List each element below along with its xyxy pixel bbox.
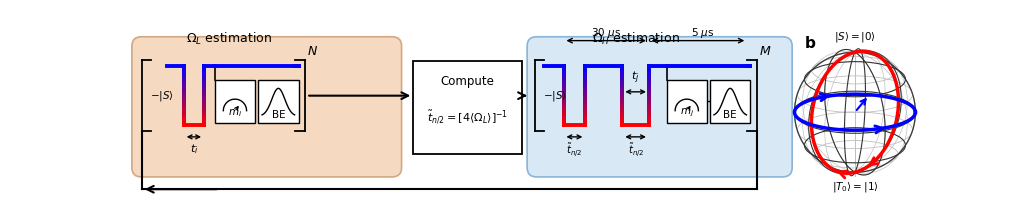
- Circle shape: [795, 52, 915, 172]
- Bar: [215, 80, 255, 123]
- Bar: [414, 61, 521, 154]
- Bar: [258, 80, 299, 123]
- Text: $\tilde{t}_{n/2}=\left[4\langle\Omega_L\rangle\right]^{-1}$: $\tilde{t}_{n/2}=\left[4\langle\Omega_L\…: [427, 108, 508, 126]
- Text: Compute: Compute: [440, 75, 495, 88]
- Text: $\tilde{t}_{n/2}$: $\tilde{t}_{n/2}$: [566, 142, 583, 160]
- Text: $m_i$: $m_i$: [228, 107, 242, 119]
- Text: 30 $\mu$s: 30 $\mu$s: [591, 26, 622, 40]
- Text: $M$: $M$: [759, 45, 771, 58]
- Text: $-|S\rangle$: $-|S\rangle$: [543, 89, 566, 103]
- Text: BE: BE: [271, 110, 285, 120]
- Text: $\Omega_L$ estimation: $\Omega_L$ estimation: [185, 31, 271, 47]
- Text: $N$: $N$: [307, 45, 318, 58]
- Text: $\tilde{t}_{n/2}$: $\tilde{t}_{n/2}$: [628, 142, 644, 160]
- Text: 5 $\mu$s: 5 $\mu$s: [691, 26, 715, 40]
- Text: $|T_0\rangle = |1\rangle$: $|T_0\rangle = |1\rangle$: [831, 180, 879, 194]
- FancyBboxPatch shape: [132, 37, 401, 177]
- Bar: [710, 80, 751, 123]
- Text: $|S\rangle = |0\rangle$: $|S\rangle = |0\rangle$: [834, 31, 876, 44]
- Text: $-|S\rangle$: $-|S\rangle$: [150, 89, 174, 103]
- FancyBboxPatch shape: [527, 37, 793, 177]
- Text: BE: BE: [723, 110, 737, 120]
- Bar: [667, 80, 707, 123]
- Text: $\mathbf{b}$: $\mathbf{b}$: [804, 35, 816, 51]
- Text: $\Omega_H$ estimation: $\Omega_H$ estimation: [592, 31, 680, 47]
- Text: $m_j$: $m_j$: [680, 107, 694, 119]
- Text: $t_j$: $t_j$: [632, 70, 640, 87]
- Text: $t_i$: $t_i$: [189, 142, 198, 156]
